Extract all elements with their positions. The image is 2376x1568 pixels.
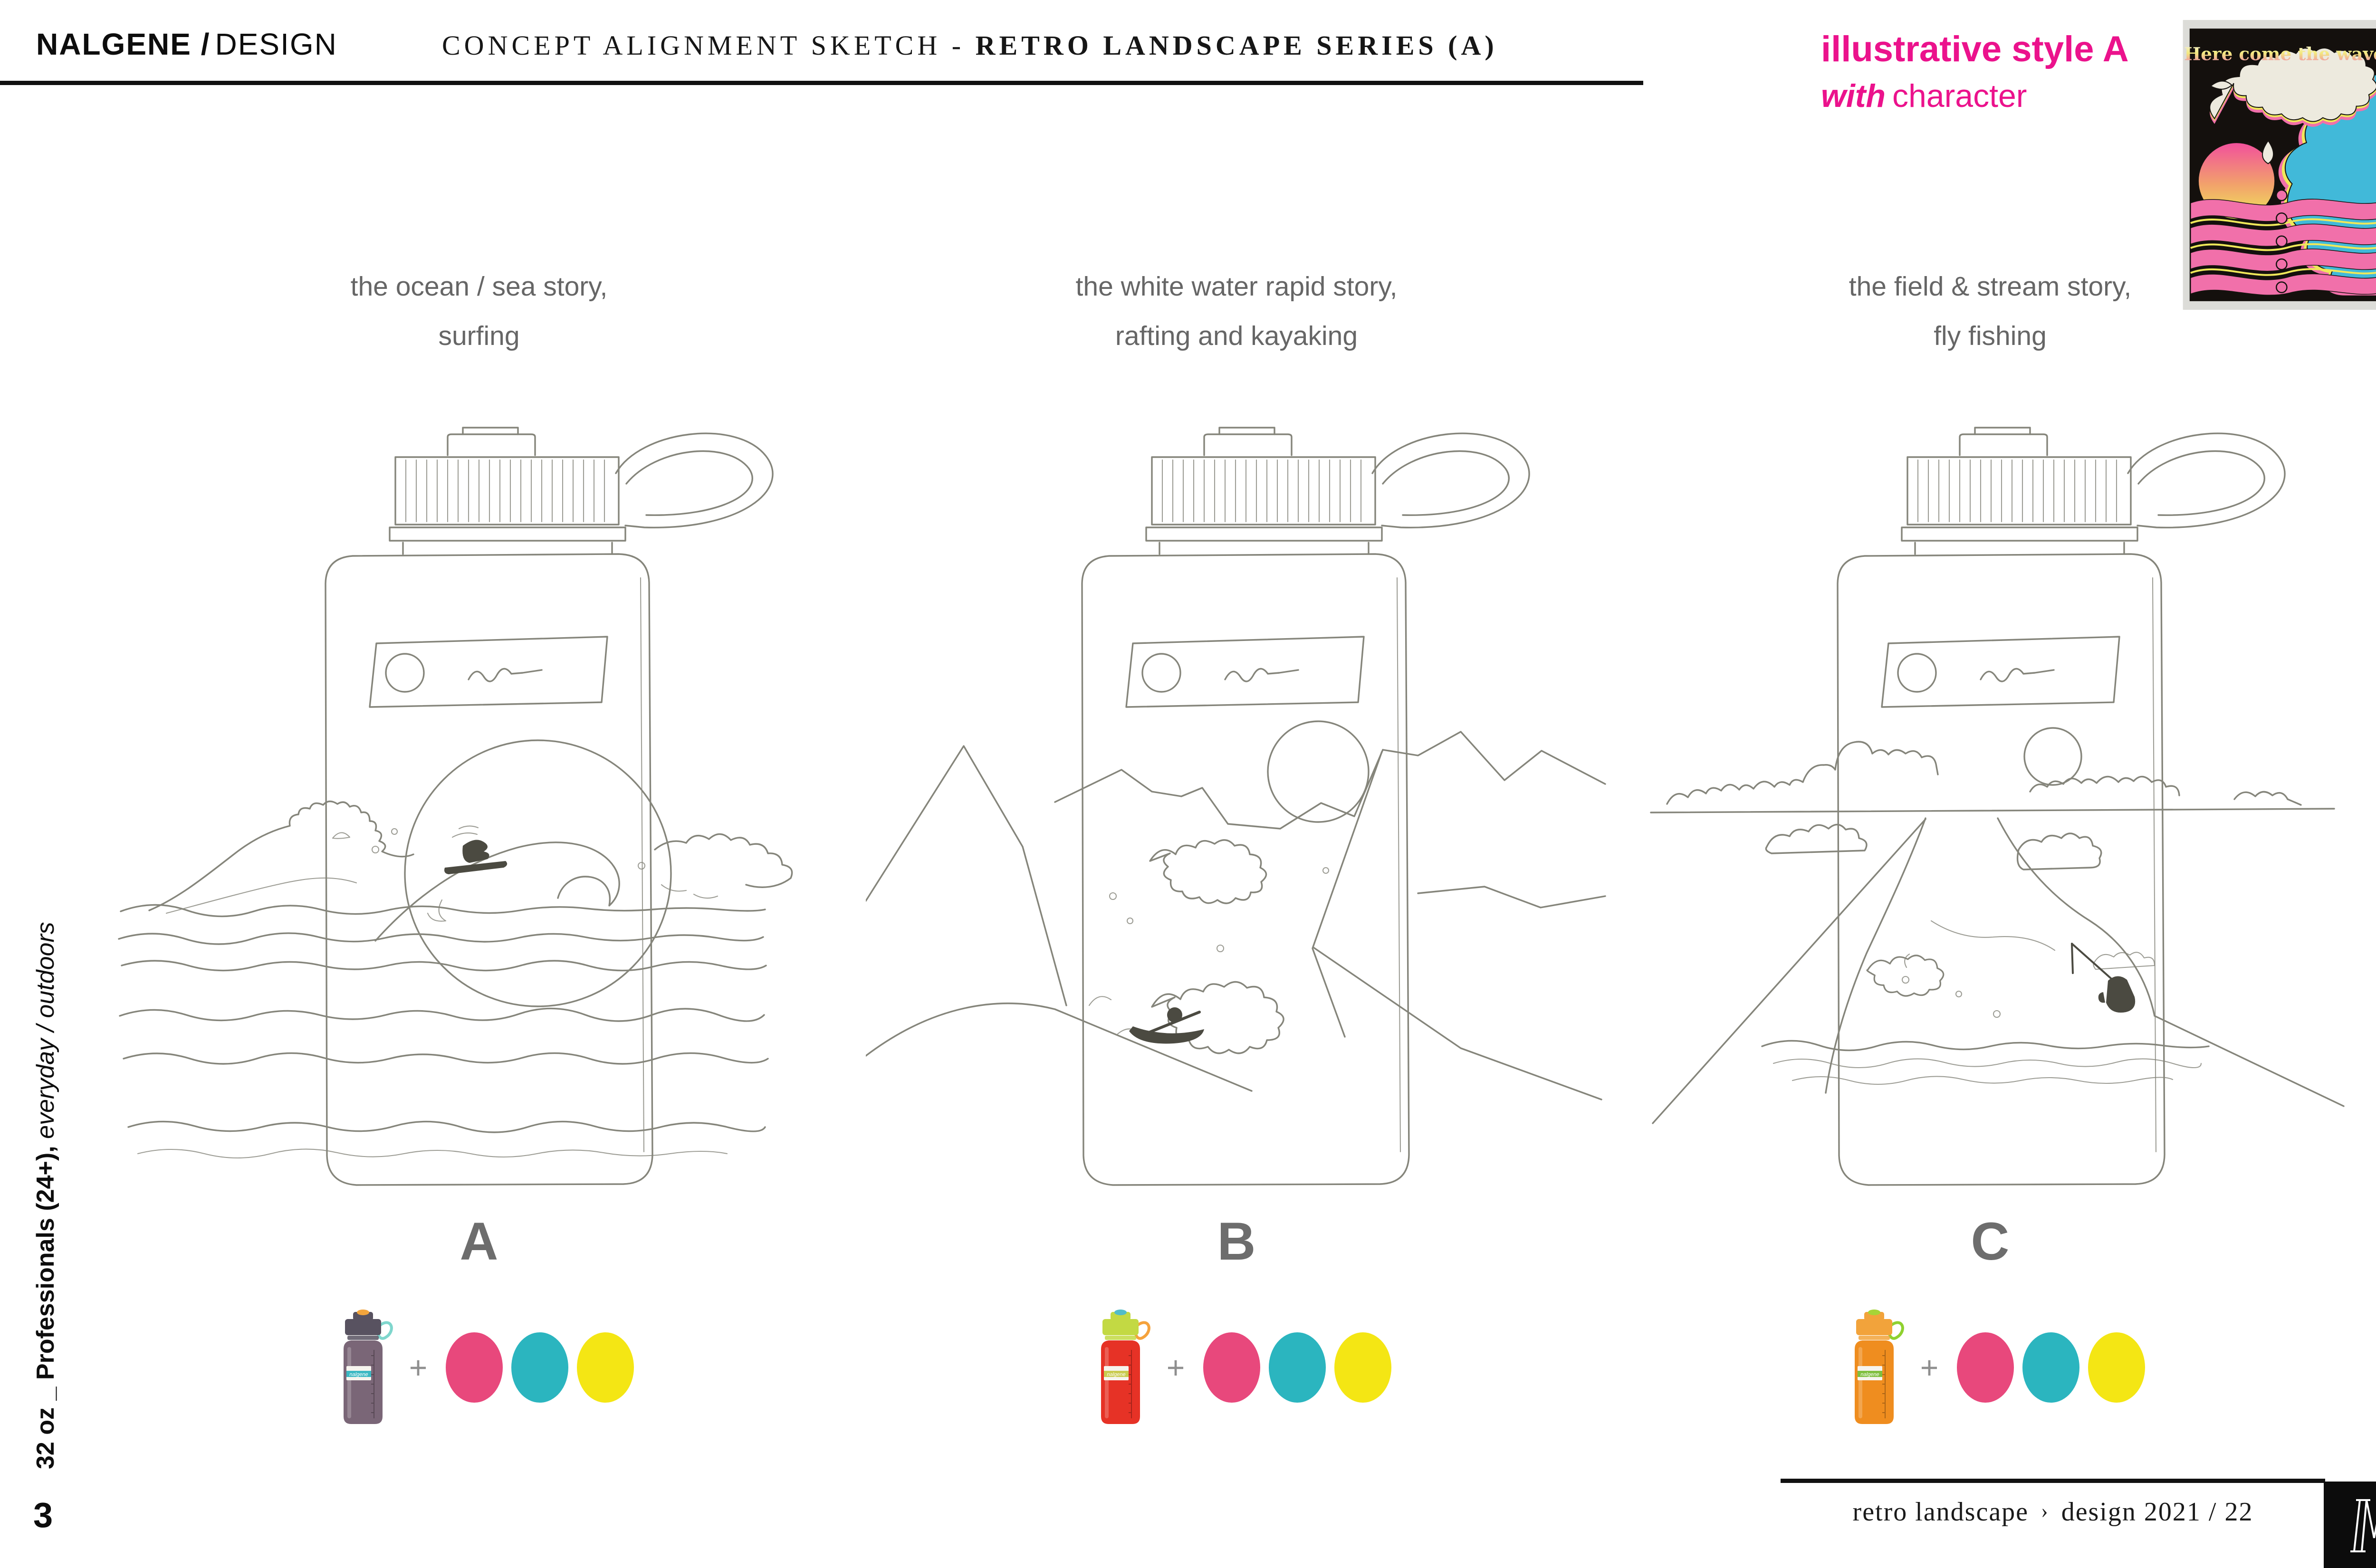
m-monogram-icon	[2350, 1499, 2376, 1552]
page-title-regular: CONCEPT ALIGNMENT SKETCH -	[442, 30, 976, 61]
plus-sign: +	[409, 1349, 428, 1385]
scene-ocean	[118, 739, 793, 1159]
bottle-sketch	[325, 427, 774, 1186]
footer-rule	[1781, 1479, 2325, 1483]
concept-letter-c: C	[1971, 1212, 2010, 1271]
palette-dot-yellow	[577, 1332, 634, 1403]
colorway-row-b: nalgene +	[1080, 1302, 1403, 1433]
story-c: the field & stream story, fly fishing	[1657, 262, 2323, 361]
palette-dot-pink	[1203, 1332, 1261, 1403]
palette-dot-teal	[511, 1332, 569, 1403]
story-a-line1: the ocean / sea story,	[350, 271, 608, 302]
brand-header: NALGENE / DESIGN	[36, 27, 337, 62]
brand-name: NALGENE /	[36, 27, 211, 61]
sketch-field-stream	[1650, 427, 2345, 1186]
story-c-line2: fly fishing	[1934, 320, 2047, 351]
reference-poster: Here come the waves	[2183, 20, 2376, 310]
breadcrumb-phase: design 2021 / 22	[2061, 1497, 2253, 1527]
palette-dot-teal	[1269, 1332, 1326, 1403]
bottle-photo-orange: nalgene	[1854, 1309, 1904, 1424]
brand-dept: DESIGN	[215, 27, 337, 61]
sketch-ocean-surfing	[118, 427, 793, 1186]
studio-logo	[2324, 1482, 2376, 1568]
story-a: the ocean / sea story, surfing	[146, 262, 812, 361]
plus-sign: +	[1920, 1349, 1939, 1385]
plus-sign: +	[1166, 1349, 1185, 1385]
surfer-figure	[444, 861, 508, 874]
palette-dot-yellow	[2088, 1332, 2146, 1403]
sketch-rapids-kayaking	[866, 427, 1606, 1186]
style-note-with: with	[1821, 78, 1886, 114]
audience-note-bold: 32 oz _ Professionals (24+),	[32, 1146, 59, 1469]
page-number: 3	[33, 1495, 53, 1535]
story-b-line2: rafting and kayaking	[1115, 320, 1358, 351]
style-note-line1: illustrative style A	[1821, 29, 2129, 69]
header-rule	[0, 81, 1643, 85]
story-a-line2: surfing	[438, 320, 520, 351]
scene-field-stream	[1650, 727, 2345, 1124]
poster-title: Here come the waves	[2184, 44, 2376, 65]
bottle-photo-aubergine: nalgene	[343, 1309, 393, 1424]
breadcrumb-project: retro landscape	[1852, 1497, 2029, 1527]
story-b-line1: the white water rapid story,	[1075, 271, 1398, 302]
colorway-row-c: nalgene +	[1833, 1302, 2156, 1433]
page-title: CONCEPT ALIGNMENT SKETCH - RETRO LANDSCA…	[442, 29, 1498, 61]
story-c-line1: the field & stream story,	[1849, 271, 2132, 302]
palette-dot-pink	[1957, 1332, 2014, 1403]
palette-dot-pink	[446, 1332, 503, 1403]
poster-dots	[2276, 189, 2288, 293]
poster-foam	[2209, 47, 2376, 164]
chevron-right-icon: ›	[2041, 1499, 2049, 1522]
concept-letter-b: B	[1217, 1212, 1256, 1271]
bottle-brand-label: nalgene	[1107, 1372, 1125, 1377]
bottle-brand-label: nalgene	[349, 1372, 368, 1377]
fisherman-figure	[2106, 976, 2136, 1013]
audience-note: 32 oz _ Professionals (24+), everyday / …	[31, 922, 60, 1469]
poster-art: Here come the waves	[2183, 20, 2376, 310]
bottle-sketch	[1837, 427, 2286, 1186]
palette-dot-teal	[2022, 1332, 2080, 1403]
kayaker-figure	[1129, 1026, 1204, 1044]
page-title-bold: RETRO LANDSCAPE SERIES (A)	[975, 30, 1498, 61]
bottle-sketch	[1081, 427, 1530, 1186]
scene-rapids	[866, 720, 1606, 1100]
style-note-line2: with character	[1821, 80, 2129, 112]
audience-note-italic: everyday / outdoors	[32, 922, 59, 1146]
concept-letter-a: A	[460, 1212, 498, 1271]
style-note: illustrative style A with character	[1821, 29, 2129, 113]
bottle-photo-red: nalgene	[1101, 1309, 1150, 1424]
palette-dot-yellow	[1334, 1332, 1392, 1403]
breadcrumb: retro landscape › design 2021 / 22	[1781, 1497, 2325, 1527]
colorway-row-a: nalgene +	[322, 1302, 645, 1433]
style-note-character: character	[1892, 78, 2027, 114]
bottle-brand-label: nalgene	[1860, 1372, 1879, 1377]
story-b: the white water rapid story, rafting and…	[904, 262, 1569, 361]
